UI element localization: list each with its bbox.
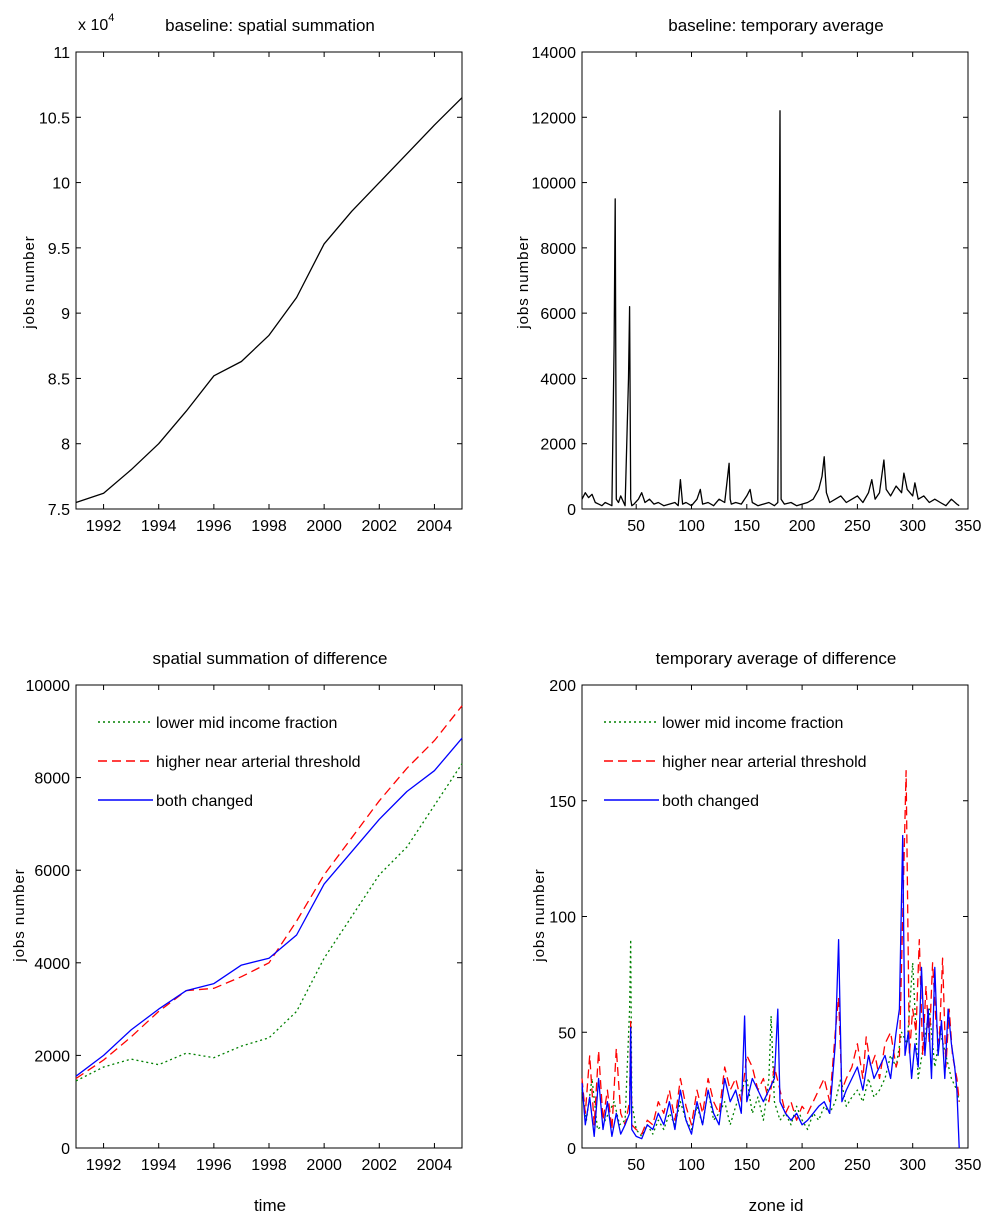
panel-title: spatial summation of difference [153, 649, 388, 668]
y-tick-label: 6000 [540, 306, 576, 323]
panel-temporary-average-of-difference: temporary average of difference jobs num… [531, 649, 981, 1215]
y-tick-label: 10000 [532, 176, 577, 193]
x-tick-label: 1998 [251, 518, 287, 535]
y-axis-label: jobs number [21, 235, 38, 330]
x-tick-label: 150 [733, 1157, 760, 1174]
series-line-both-changed [75, 737, 463, 1077]
x-tick-label: 300 [899, 1157, 926, 1174]
x-tick-label: 1992 [86, 1157, 122, 1174]
y-exponent-label: x 104 [78, 12, 114, 34]
y-tick-label: 10000 [26, 678, 71, 695]
y-tick-label: 11 [53, 45, 70, 62]
x-tick-label: 2002 [361, 518, 397, 535]
plot-area [75, 684, 463, 1149]
x-tick-label: 1992 [86, 518, 122, 535]
y-tick-label: 14000 [532, 45, 577, 62]
plot-area [75, 51, 463, 510]
x-tick-label: 250 [844, 518, 871, 535]
legend-entry: lower mid income fraction [156, 715, 337, 732]
x-tick-label: 50 [627, 518, 645, 535]
x-tick-label: 350 [955, 518, 982, 535]
y-tick-label: 9.5 [48, 241, 70, 258]
y-axis-label: jobs number [515, 235, 532, 330]
y-tick-label: 7.5 [48, 502, 70, 519]
y-tick-label: 8.5 [48, 371, 70, 388]
x-tick-label: 1994 [141, 1157, 177, 1174]
y-tick-label: 0 [567, 1141, 576, 1158]
series-line [581, 110, 960, 507]
x-tick-label: 150 [733, 518, 760, 535]
panel-title: temporary average of difference [656, 649, 897, 668]
series-line-higher-near-arterial-threshold [75, 705, 463, 1080]
y-tick-label: 8000 [34, 771, 70, 788]
y-tick-label: 4000 [540, 371, 576, 388]
panel-spatial-summation-of-difference: spatial summation of difference jobs num… [11, 649, 463, 1215]
x-tick-label: 2004 [417, 518, 453, 535]
x-tick-label: 300 [899, 518, 926, 535]
y-tick-label: 6000 [34, 863, 70, 880]
y-tick-label: 2000 [34, 1048, 70, 1065]
y-tick-label: 2000 [540, 437, 576, 454]
plot-area [581, 51, 969, 510]
x-tick-label: 200 [789, 518, 816, 535]
y-tick-label: 0 [567, 502, 576, 519]
plot-content: 50 100 150 200 250 300 350 0 50 100 150 200 lower mi… [549, 678, 981, 1174]
panel-temporary-average: baseline: temporary average jobs number … [515, 16, 981, 535]
y-tick-label: 9 [61, 306, 70, 323]
x-tick-label: 2002 [361, 1157, 397, 1174]
y-tick-label: 8 [61, 437, 70, 454]
legend-entry: both changed [662, 793, 759, 810]
plot-content: 1992 1994 1996 1998 2000 2002 2004 0 2000 4000 600… [26, 678, 463, 1174]
x-tick-label: 2000 [306, 1157, 342, 1174]
y-tick-label: 200 [549, 678, 576, 695]
y-tick-label: 50 [558, 1025, 576, 1042]
legend-entry: higher near arterial threshold [662, 754, 867, 771]
x-tick-label: 1996 [196, 1157, 232, 1174]
legend-entry: higher near arterial threshold [156, 754, 361, 771]
y-tick-label: 8000 [540, 241, 576, 258]
y-tick-label: 100 [549, 910, 576, 927]
plot-content: 50 100 150 200 250 300 350 0 2000 4000 6000 8000 100… [532, 45, 982, 535]
x-tick-label: 100 [678, 1157, 705, 1174]
panel-title: baseline: spatial summation [165, 16, 375, 35]
panel-spatial-summation: baseline: spatial summation jobs number … [21, 12, 463, 535]
x-axis-label: time [254, 1196, 286, 1215]
x-tick-label: 50 [627, 1157, 645, 1174]
y-axis-label: jobs number [531, 868, 548, 963]
x-tick-label: 350 [955, 1157, 982, 1174]
plot-content: 1992 1994 1996 1998 2000 2002 2004 7.5 8 8.5 9 9.5 1… [39, 45, 463, 535]
series-line [75, 97, 463, 504]
x-tick-label: 200 [789, 1157, 816, 1174]
panel-title: baseline: temporary average [668, 16, 883, 35]
x-tick-label: 2000 [306, 518, 342, 535]
x-tick-label: 1994 [141, 518, 177, 535]
legend-entry: both changed [156, 793, 253, 810]
x-tick-label: 100 [678, 518, 705, 535]
x-axis-label: zone id [749, 1196, 804, 1215]
x-tick-label: 2004 [417, 1157, 453, 1174]
x-tick-label: 250 [844, 1157, 871, 1174]
series-line-both-changed [581, 834, 960, 1149]
legend-entry: lower mid income fraction [662, 715, 843, 732]
y-tick-label: 0 [61, 1141, 70, 1158]
y-tick-label: 150 [549, 794, 576, 811]
y-tick-label: 10 [52, 176, 70, 193]
y-tick-label: 12000 [532, 110, 577, 127]
x-tick-label: 1996 [196, 518, 232, 535]
y-tick-label: 4000 [34, 956, 70, 973]
y-tick-label: 10.5 [39, 110, 70, 127]
y-axis-label: jobs number [11, 868, 28, 963]
x-tick-label: 1998 [251, 1157, 287, 1174]
